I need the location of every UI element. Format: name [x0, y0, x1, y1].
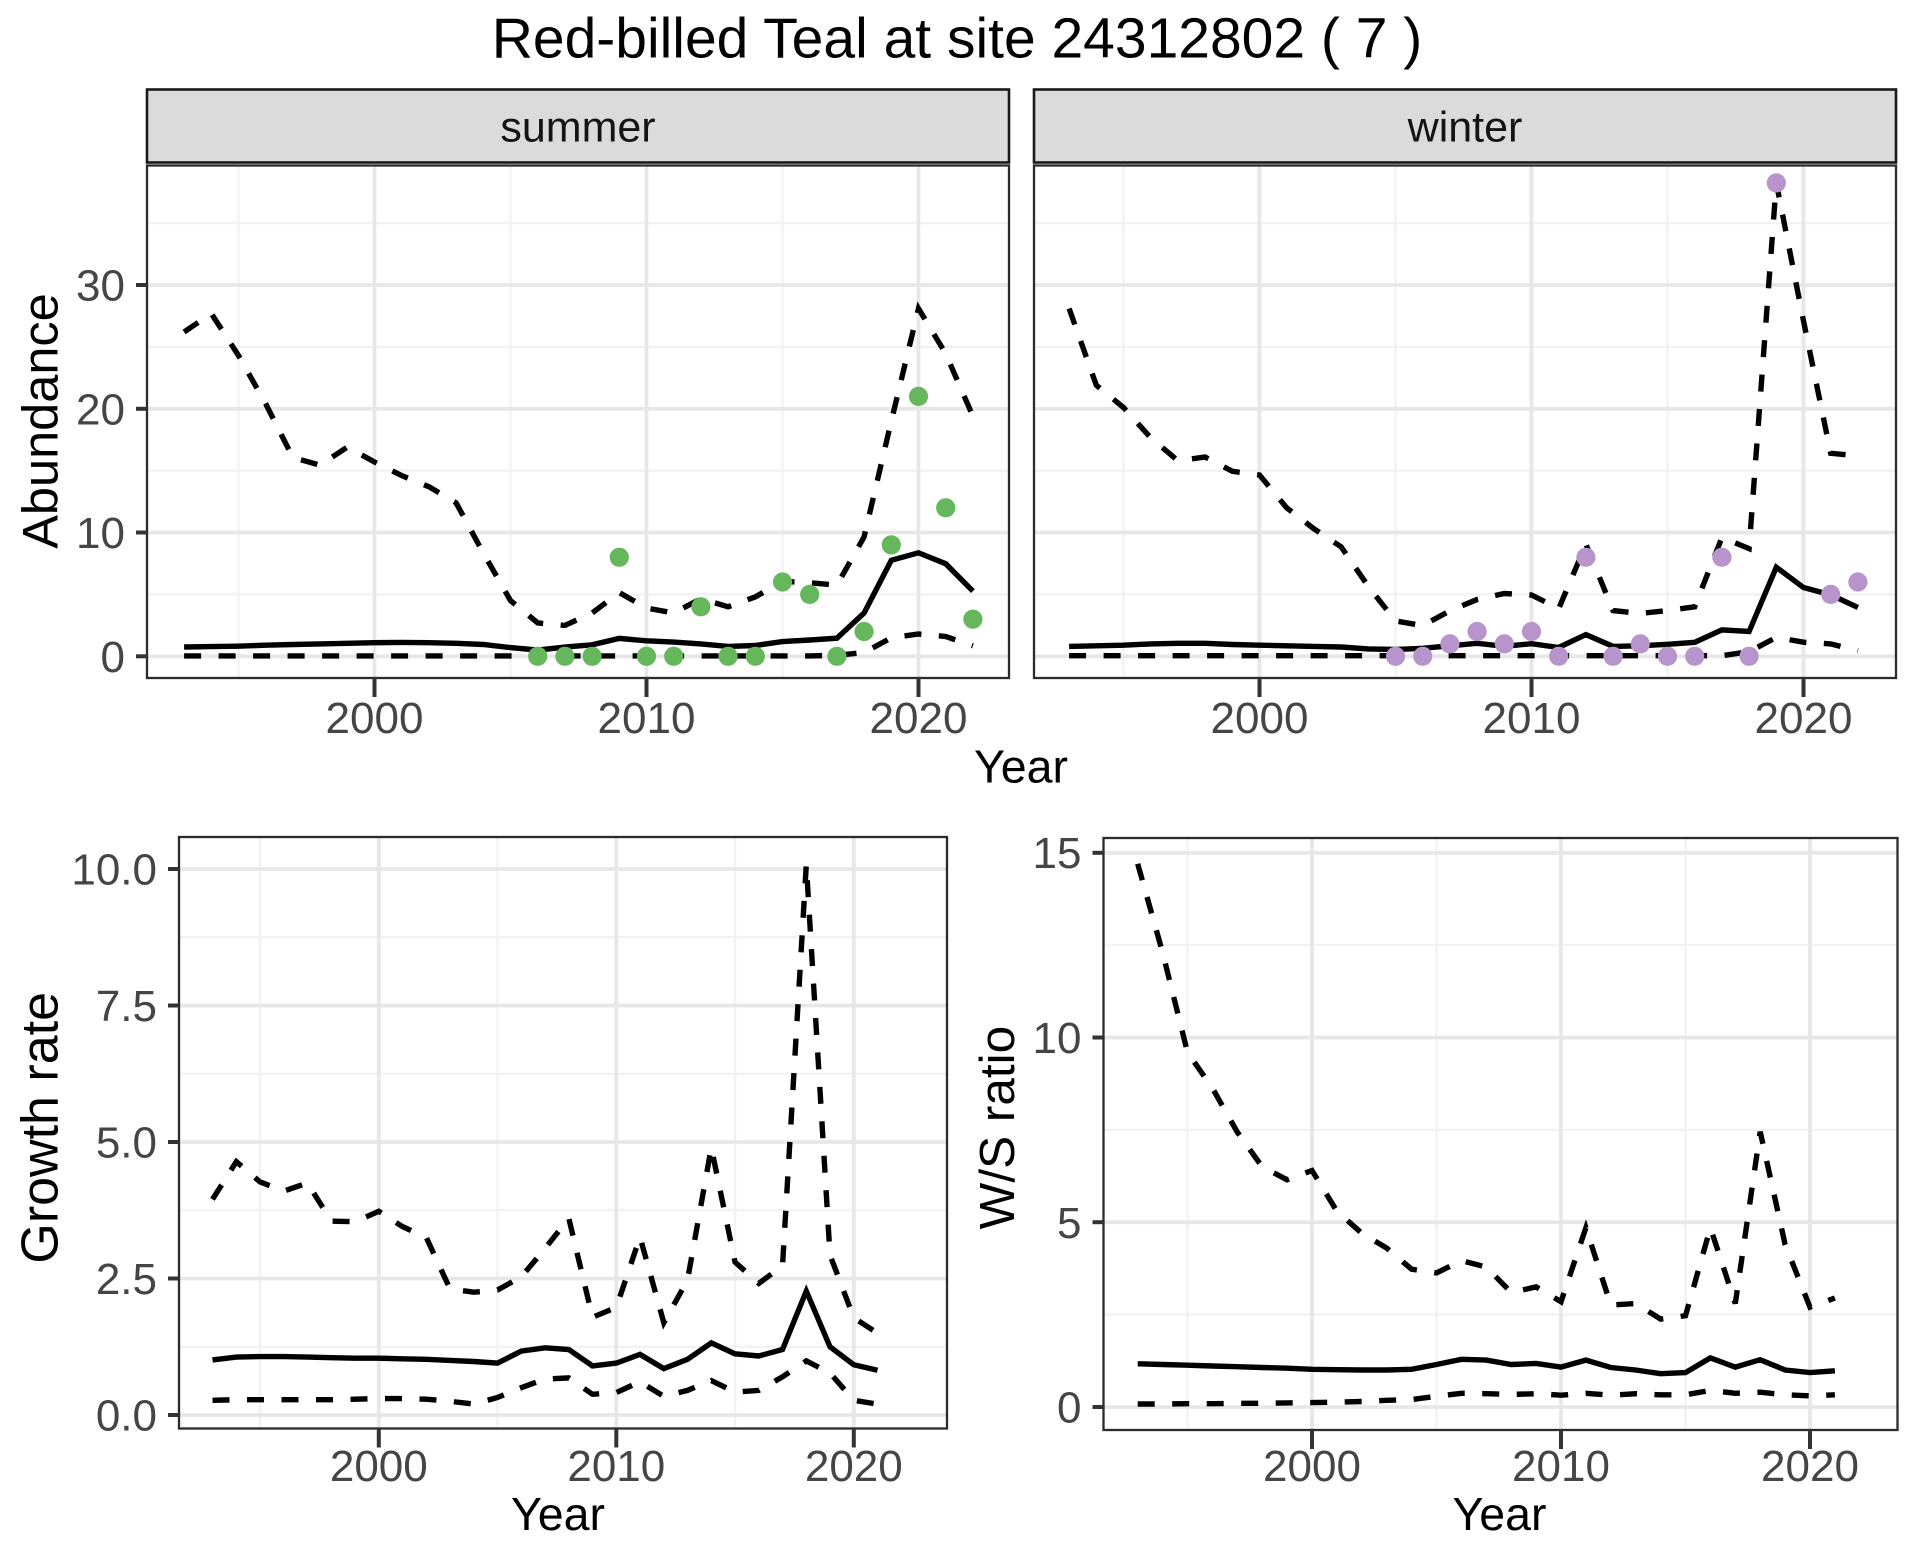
- svg-text:30: 30: [76, 262, 125, 311]
- svg-text:2010: 2010: [598, 694, 696, 743]
- svg-text:2000: 2000: [1211, 694, 1309, 743]
- svg-text:2.5: 2.5: [96, 1255, 157, 1304]
- svg-text:2020: 2020: [805, 1442, 903, 1491]
- svg-text:10.0: 10.0: [71, 846, 157, 895]
- svg-text:2000: 2000: [326, 694, 424, 743]
- svg-text:2000: 2000: [1263, 1442, 1361, 1491]
- svg-text:7.5: 7.5: [96, 982, 157, 1031]
- svg-text:W/S ratio: W/S ratio: [970, 1026, 1025, 1230]
- svg-text:5.0: 5.0: [96, 1119, 157, 1168]
- svg-text:Growth rate: Growth rate: [11, 992, 69, 1264]
- svg-text:20: 20: [76, 385, 125, 434]
- svg-text:winter: winter: [1407, 104, 1523, 152]
- svg-text:Year: Year: [974, 741, 1068, 793]
- svg-text:Red-billed Teal at site 243128: Red-billed Teal at site 24312802 ( 7 ): [492, 7, 1423, 71]
- svg-text:10: 10: [76, 509, 125, 558]
- svg-text:15: 15: [1033, 829, 1082, 878]
- svg-text:5: 5: [1057, 1199, 1081, 1248]
- svg-text:0: 0: [101, 633, 125, 682]
- svg-text:Year: Year: [511, 1488, 605, 1540]
- svg-text:2010: 2010: [1512, 1442, 1610, 1491]
- svg-text:Year: Year: [1453, 1488, 1547, 1540]
- svg-text:2000: 2000: [330, 1442, 428, 1491]
- svg-text:2010: 2010: [1483, 694, 1581, 743]
- svg-text:summer: summer: [500, 104, 655, 152]
- svg-text:0: 0: [1057, 1384, 1081, 1433]
- svg-text:2010: 2010: [567, 1442, 665, 1491]
- svg-text:2020: 2020: [870, 694, 968, 743]
- svg-text:Abundance: Abundance: [11, 293, 68, 549]
- svg-text:10: 10: [1033, 1014, 1082, 1063]
- svg-text:0.0: 0.0: [96, 1392, 157, 1441]
- svg-text:2020: 2020: [1755, 694, 1853, 743]
- svg-text:2020: 2020: [1761, 1442, 1859, 1491]
